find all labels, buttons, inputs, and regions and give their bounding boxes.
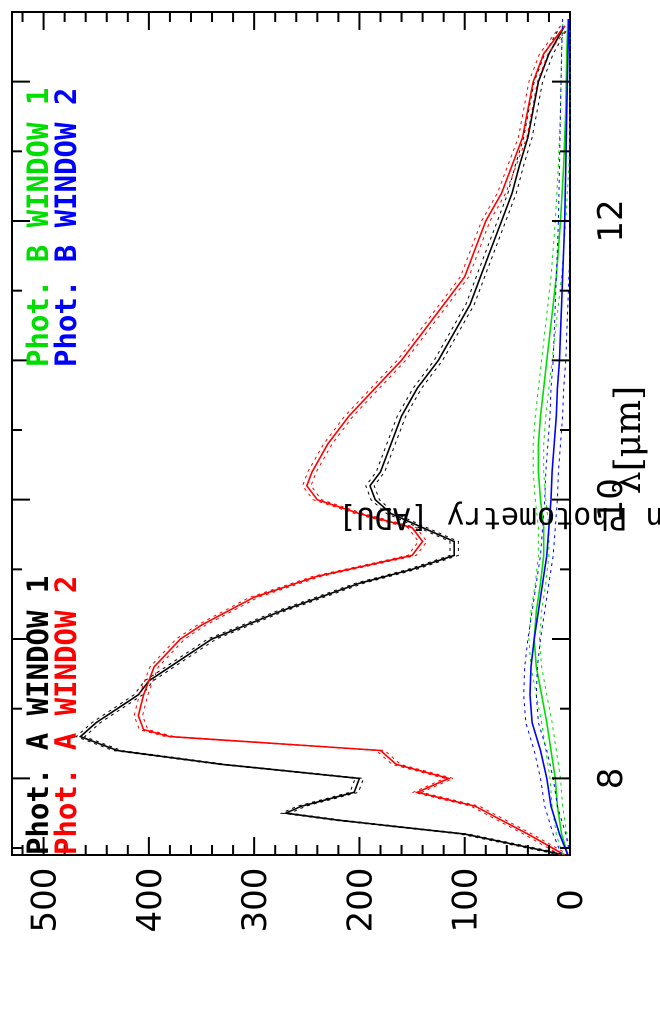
legend-window: WINDOW 2 xyxy=(49,576,83,716)
plot-frame xyxy=(11,11,571,856)
legend-prefix: Phot. B xyxy=(49,227,83,367)
legend-entry-4: Phot. B WINDOW 2 xyxy=(49,88,83,367)
legend-window: WINDOW 1 xyxy=(21,576,55,716)
axis-ticks xyxy=(12,11,571,855)
series-2-error-upper xyxy=(133,25,561,856)
series-2-error-lower xyxy=(142,25,570,856)
series-4-error-lower xyxy=(535,19,571,856)
x-tick-label: 12 xyxy=(591,199,631,242)
y-tick-label: 500 xyxy=(25,868,65,933)
x-tick-label: 10 xyxy=(591,478,631,521)
y-tick-label: 300 xyxy=(235,868,275,933)
x-axis-title: λ[μm] xyxy=(608,386,649,494)
legend-prefix: Phot. A xyxy=(49,715,83,855)
legend-prefix: Phot. B xyxy=(21,227,55,367)
legend-prefix: Phot. A xyxy=(21,715,55,855)
y-tick-label: 100 xyxy=(446,868,486,933)
x-tick-labels: 8 10 12 xyxy=(591,199,631,789)
series-1-line xyxy=(78,25,566,856)
legend-entry-2: Phot. A WINDOW 2 xyxy=(49,576,83,855)
series-3-line xyxy=(533,18,569,856)
y-tick-label: 0 xyxy=(551,889,591,911)
series-4-line xyxy=(529,18,570,856)
legend-window: WINDOW 1 xyxy=(21,88,55,228)
series-3-error-upper xyxy=(528,18,564,856)
y-tick-label: 200 xyxy=(340,868,380,933)
y-axis-title: Mean Photometry [ADU] xyxy=(338,500,660,535)
y-tick-labels: 0 100 200 300 400 500 xyxy=(25,868,591,933)
plot-area xyxy=(11,11,571,856)
x-tick-label: 8 xyxy=(591,768,631,790)
y-tick-label: 400 xyxy=(130,868,170,933)
legend-window: WINDOW 2 xyxy=(49,88,83,228)
legend-entry-3: Phot. B WINDOW 1 xyxy=(21,88,55,367)
legend-entry-1: Phot. A WINDOW 1 xyxy=(21,576,55,855)
series-2-line xyxy=(137,25,566,856)
